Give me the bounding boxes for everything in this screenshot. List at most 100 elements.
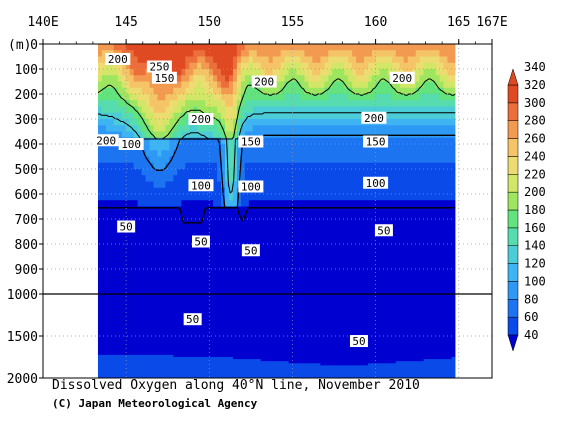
field-cell <box>352 296 357 299</box>
field-cell <box>240 312 246 316</box>
field-cell <box>157 325 163 329</box>
field-cell <box>260 131 266 139</box>
field-cell <box>236 237 242 245</box>
field-cell <box>248 94 254 101</box>
field-cell <box>201 262 206 270</box>
field-cell <box>232 81 238 89</box>
field-cell <box>276 81 282 89</box>
field-cell <box>205 87 210 95</box>
field-cell <box>332 306 337 310</box>
field-cell <box>133 323 139 327</box>
field-cell <box>368 169 373 176</box>
field-cell <box>169 100 174 108</box>
field-cell <box>383 62 389 70</box>
field-cell <box>129 237 135 245</box>
field-cell <box>284 304 290 308</box>
field-cell <box>296 315 302 318</box>
field-cell <box>332 144 337 151</box>
field-cell <box>264 206 270 214</box>
field-cell <box>280 302 286 306</box>
field-cell <box>439 323 445 327</box>
field-cell <box>300 119 306 126</box>
field-cell <box>185 300 190 303</box>
field-cell <box>125 112 131 120</box>
field-cell <box>217 319 222 322</box>
field-cell <box>264 325 270 329</box>
field-cell <box>352 310 357 314</box>
field-cell <box>244 256 250 264</box>
field-cell <box>252 69 258 76</box>
field-cell <box>161 187 167 195</box>
field-cell <box>312 300 317 303</box>
field-cell <box>284 315 290 318</box>
field-cell <box>189 275 194 283</box>
field-cell <box>113 308 119 312</box>
field-cell <box>213 300 218 303</box>
field-cell <box>423 187 429 195</box>
field-cell <box>375 75 381 83</box>
field-cell <box>193 194 198 201</box>
field-cell <box>324 87 329 95</box>
field-cell <box>252 317 258 320</box>
field-cell <box>117 269 123 276</box>
field-cell <box>97 75 103 83</box>
field-cell <box>213 200 218 208</box>
field-cell <box>308 112 313 120</box>
field-cell <box>320 319 325 322</box>
field-cell <box>403 250 409 258</box>
field-cell <box>101 262 107 270</box>
field-cell <box>173 87 178 95</box>
field-cell <box>371 219 377 226</box>
field-cell <box>415 87 421 95</box>
field-cell <box>324 106 329 114</box>
field-cell <box>161 319 167 322</box>
field-cell <box>447 125 453 133</box>
field-cell <box>228 100 234 108</box>
field-cell <box>173 225 178 233</box>
field-cell <box>137 206 143 214</box>
field-cell <box>213 250 218 258</box>
field-cell <box>121 256 127 264</box>
field-cell <box>383 308 389 312</box>
field-cell <box>276 269 282 276</box>
field-cell <box>236 125 242 133</box>
field-cell <box>228 181 234 189</box>
field-cell <box>399 112 405 120</box>
field-cell <box>336 321 341 324</box>
field-cell <box>244 81 250 89</box>
field-cell <box>399 231 405 239</box>
field-cell <box>232 306 238 310</box>
field-cell <box>145 269 151 276</box>
field-cell <box>383 319 389 322</box>
field-cell <box>193 250 198 258</box>
field-cell <box>264 181 270 189</box>
field-cell <box>137 187 143 195</box>
field-cell <box>304 187 310 195</box>
field-cell <box>312 69 317 76</box>
field-cell <box>97 106 103 114</box>
field-cell <box>121 100 127 108</box>
field-cell <box>328 231 333 239</box>
field-cell <box>177 106 182 114</box>
field-cell <box>280 319 286 322</box>
field-cell <box>264 106 270 114</box>
field-cell <box>403 312 409 316</box>
field-cell <box>340 87 345 95</box>
field-cell <box>101 237 107 245</box>
field-cell <box>244 296 250 299</box>
field-cell <box>109 325 115 329</box>
field-cell <box>364 315 369 318</box>
field-cell <box>157 308 163 312</box>
field-cell <box>268 298 274 301</box>
field-cell <box>268 244 274 251</box>
field-cell <box>383 275 389 283</box>
field-cell <box>328 237 333 245</box>
field-cell <box>364 319 369 322</box>
field-cell <box>217 169 222 176</box>
field-cell <box>240 169 246 176</box>
field-cell <box>240 112 246 120</box>
field-cell <box>391 308 397 312</box>
field-cell <box>443 294 449 297</box>
field-cell <box>189 237 194 245</box>
field-cell <box>371 319 377 322</box>
